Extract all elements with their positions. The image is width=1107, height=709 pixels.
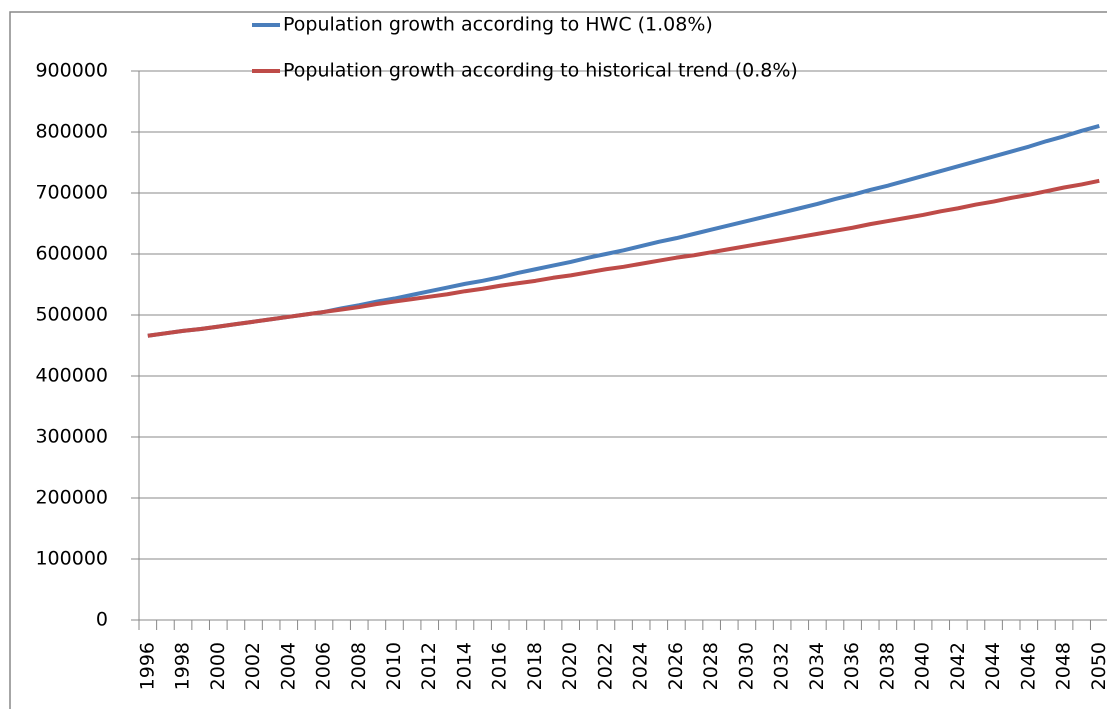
y-tick-label: 400000	[35, 365, 108, 387]
x-tick-label: 2000	[207, 642, 229, 690]
x-tick-label: 2014	[453, 642, 475, 690]
chart-frame	[9, 11, 1107, 709]
x-tick-label: 2042	[947, 642, 969, 690]
x-tick-label: 2018	[524, 642, 546, 690]
x-tick-label: 2016	[489, 642, 511, 690]
x-tick-label: 2006	[313, 642, 335, 690]
x-tick-label: 2008	[348, 642, 370, 690]
y-tick-label: 300000	[35, 426, 108, 448]
x-tick-label: 2004	[277, 642, 299, 690]
legend-label: Population growth according to HWC (1.08…	[283, 14, 713, 36]
x-tick-label: 2026	[665, 642, 687, 690]
x-tick-label: 2030	[735, 642, 757, 690]
x-tick-label: 2028	[700, 642, 722, 690]
y-tick-label: 100000	[35, 548, 108, 570]
series-line	[147, 178, 1100, 338]
x-tick-label: 2050	[1088, 642, 1107, 690]
y-tick-label: 600000	[35, 243, 108, 265]
x-tick-label: 1998	[172, 642, 194, 690]
x-tick-label: 2002	[242, 642, 264, 690]
y-tick-label: 700000	[35, 182, 108, 204]
y-tick-label: 500000	[35, 304, 108, 326]
x-tick-label: 2040	[912, 642, 934, 690]
x-tick-label: 2010	[383, 642, 405, 690]
x-tick-label: 1996	[136, 642, 158, 690]
x-tick-label: 2036	[841, 642, 863, 690]
x-tick-label: 2048	[1053, 642, 1075, 690]
x-tick-label: 2034	[806, 642, 828, 690]
x-tick-label: 2020	[559, 642, 581, 690]
x-tick-label: 2012	[418, 642, 440, 690]
x-tick-label: 2022	[594, 642, 616, 690]
y-tick-label: 0	[96, 609, 108, 631]
x-tick-label: 2046	[1017, 642, 1039, 690]
legend-label: Population growth according to historica…	[283, 60, 798, 82]
y-tick-label: 200000	[35, 487, 108, 509]
x-tick-label: 2044	[982, 642, 1004, 690]
x-tick-label: 2038	[876, 642, 898, 690]
x-tick-label: 2032	[771, 642, 793, 690]
y-tick-label: 900000	[35, 60, 108, 82]
x-tick-label: 2024	[630, 642, 652, 690]
y-tick-label: 800000	[35, 121, 108, 143]
